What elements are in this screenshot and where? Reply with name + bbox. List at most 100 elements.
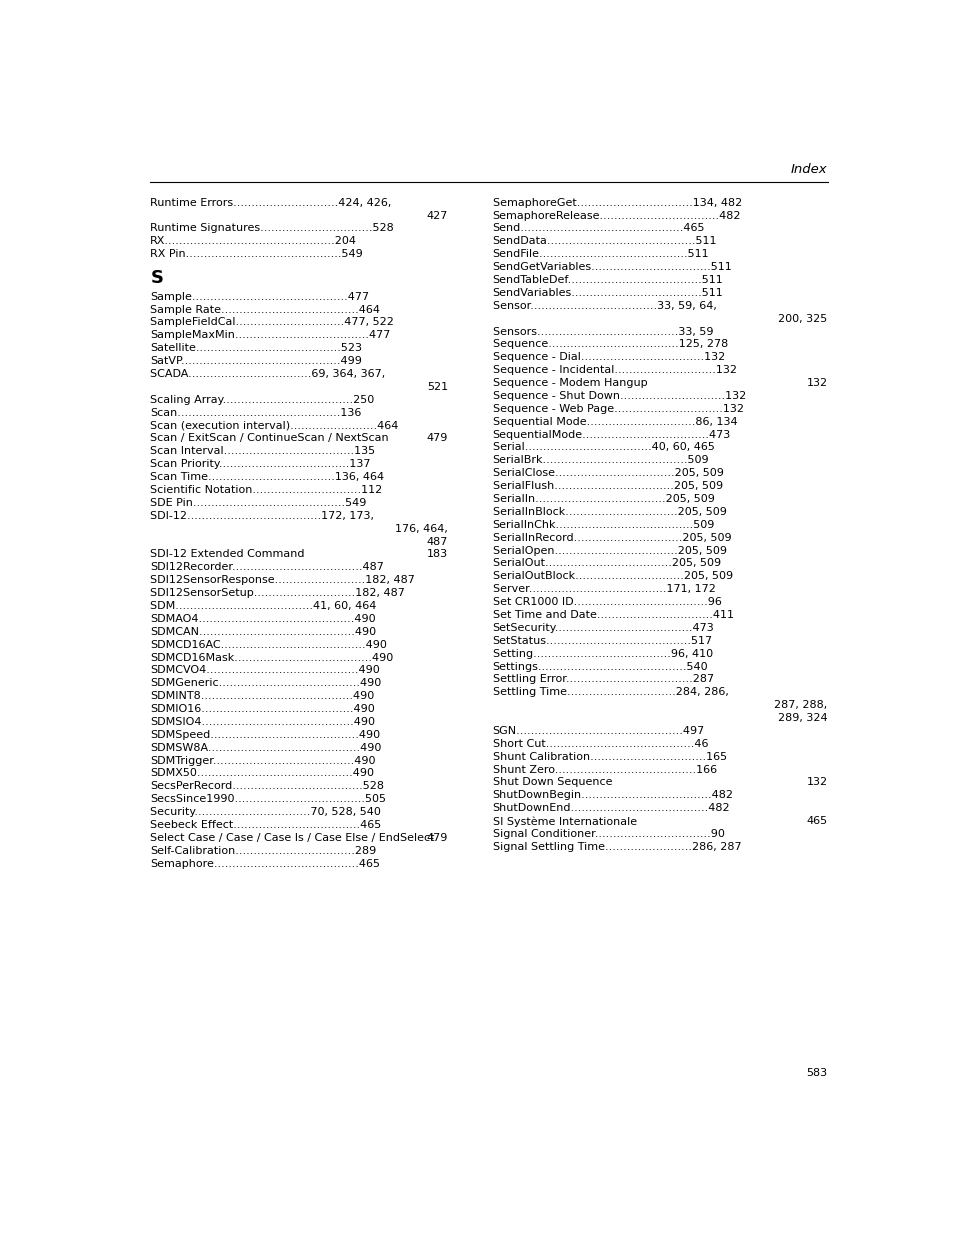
Text: SecsPerRecord....................................528: SecsPerRecord...........................… [151,782,384,792]
Text: Scan Interval....................................135: Scan Interval...........................… [151,446,375,457]
Text: SerialInRecord..............................205, 509: SerialInRecord..........................… [492,532,731,542]
Text: SampleFieldCal..............................477, 522: SampleFieldCal..........................… [151,317,394,327]
Text: Semaphore........................................465: Semaphore...............................… [151,858,380,868]
Text: Select Case / Case / Case Is / Case Else / EndSelect: Select Case / Case / Case Is / Case Else… [151,832,435,844]
Text: SDMIO16..........................................490: SDMIO16.................................… [151,704,375,714]
Text: SDMCAN...........................................490: SDMCAN..................................… [151,626,376,637]
Text: Scan.............................................136: Scan....................................… [151,408,361,417]
Text: SetStatus........................................517: SetStatus...............................… [492,636,712,646]
Text: SDMINT8..........................................490: SDMINT8.................................… [151,692,375,701]
Text: SDE Pin..........................................549: SDE Pin.................................… [151,498,366,508]
Text: SendGetVariables.................................511: SendGetVariables........................… [492,262,732,272]
Text: SCADA..................................69, 364, 367,: SCADA..................................6… [151,369,385,379]
Text: ShutDownEnd......................................482: ShutDownEnd.............................… [492,803,729,814]
Text: Settling Time..............................284, 286,: Settling Time...........................… [492,688,728,698]
Text: 583: 583 [805,1068,826,1078]
Text: SendFile.........................................511: SendFile................................… [492,249,708,259]
Text: Sensors.......................................33, 59: Sensors.................................… [492,326,713,336]
Text: SampleMaxMin.....................................477: SampleMaxMin............................… [151,331,391,341]
Text: 479: 479 [426,832,448,844]
Text: SDMCVO4..........................................490: SDMCVO4.................................… [151,666,379,676]
Text: Sample...........................................477: Sample..................................… [151,291,369,301]
Text: Serial...................................40, 60, 465: Serial..................................… [492,442,714,452]
Text: SendData.........................................511: SendData................................… [492,236,717,246]
Text: SemaphoreRelease.................................482: SemaphoreRelease........................… [492,210,740,221]
Text: 132: 132 [805,778,826,788]
Text: Runtime Signatures...............................528: Runtime Signatures......................… [151,224,394,233]
Text: SendVariables....................................511: SendVariables...........................… [492,288,722,298]
Text: SDMSpeed.........................................490: SDMSpeed................................… [151,730,380,740]
Text: Set Time and Date................................411: Set Time and Date.......................… [492,610,733,620]
Text: SequentialMode...................................473: SequentialMode..........................… [492,430,730,440]
Text: Settling Error...................................287: Settling Error..........................… [492,674,713,684]
Text: Scan / ExitScan / ContinueScan / NextScan: Scan / ExitScan / ContinueScan / NextSca… [151,433,389,443]
Text: Runtime Errors.............................424, 426,: Runtime Errors..........................… [151,198,392,207]
Text: SDM......................................41, 60, 464: SDM.....................................… [151,601,376,611]
Text: 183: 183 [427,550,448,559]
Text: ShutDownBegin....................................482: ShutDownBegin...........................… [492,790,733,800]
Text: SDMCD16AC........................................490: SDMCD16AC...............................… [151,640,387,650]
Text: SerialInBlock...............................205, 509: SerialInBlock...........................… [492,506,726,517]
Text: 487: 487 [426,536,448,547]
Text: SerialOutBlock..............................205, 509: SerialOutBlock..........................… [492,572,732,582]
Text: Shunt Calibration................................165: Shunt Calibration.......................… [492,752,726,762]
Text: Sequence - Dial..................................132: Sequence - Dial.........................… [492,352,724,362]
Text: S: S [151,268,163,287]
Text: SendTableDef.....................................511: SendTableDef............................… [492,275,722,285]
Text: Sequence - Modem Hangup: Sequence - Modem Hangup [492,378,646,388]
Text: 132: 132 [805,378,826,388]
Text: Sequential Mode..............................86, 134: Sequential Mode.........................… [492,416,737,427]
Text: Sequence....................................125, 278: Sequence................................… [492,340,727,350]
Text: SerialIn....................................205, 509: SerialIn................................… [492,494,714,504]
Text: SerialOut...................................205, 509: SerialOut...............................… [492,558,720,568]
Text: SatVP............................................499: SatVP...................................… [151,356,362,366]
Text: SerialBrk........................................509: SerialBrk...............................… [492,456,708,466]
Text: SDMAO4...........................................490: SDMAO4..................................… [151,614,375,624]
Text: SetSecurity......................................473: SetSecurity.............................… [492,622,714,632]
Text: SerialInChk......................................509: SerialInChk.............................… [492,520,714,530]
Text: Short Cut.........................................46: Short Cut...............................… [492,739,707,748]
Text: Settings.........................................540: Settings................................… [492,662,707,672]
Text: 521: 521 [427,382,448,391]
Text: 287, 288,: 287, 288, [774,700,826,710]
Text: Seebeck Effect...................................465: Seebeck Effect..........................… [151,820,381,830]
Text: SDMTrigger.......................................490: SDMTrigger..............................… [151,756,375,766]
Text: 465: 465 [805,816,826,826]
Text: Setting......................................96, 410: Setting.................................… [492,648,712,658]
Text: Scan Time...................................136, 464: Scan Time...............................… [151,472,384,482]
Text: SDMGeneric.......................................490: SDMGeneric..............................… [151,678,381,688]
Text: SDMSW8A..........................................490: SDMSW8A.................................… [151,742,381,752]
Text: SecsSince1990....................................505: SecsSince1990...........................… [151,794,386,804]
Text: SDMX50...........................................490: SDMX50..................................… [151,768,374,778]
Text: Signal Settling Time........................286, 287: Signal Settling Time....................… [492,842,740,852]
Text: SDI12SensorSetup............................182, 487: SDI12SensorSetup........................… [151,588,405,598]
Text: SemaphoreGet................................134, 482: SemaphoreGet............................… [492,198,741,207]
Text: SDMCD16Mask......................................490: SDMCD16Mask.............................… [151,652,394,662]
Text: RX...............................................204: RX......................................… [151,236,357,246]
Text: Self-Calibration.................................289: Self-Calibration........................… [151,846,376,856]
Text: SerialFlush.................................205, 509: SerialFlush.............................… [492,482,722,492]
Text: SDI-12 Extended Command: SDI-12 Extended Command [151,550,304,559]
Text: Security................................70, 528, 540: Security................................… [151,808,381,818]
Text: 176, 464,: 176, 464, [395,524,448,534]
Text: SDI12Recorder....................................487: SDI12Recorder...........................… [151,562,384,572]
Text: Scan (execution interval)........................464: Scan (execution interval)...............… [151,421,398,431]
Text: Set CR1000 ID.....................................96: Set CR1000 ID...........................… [492,597,720,608]
Text: Send.............................................465: Send....................................… [492,224,704,233]
Text: Sequence - Shut Down.............................132: Sequence - Shut Down....................… [492,391,745,401]
Text: Scaling Array....................................250: Scaling Array...........................… [151,395,375,405]
Text: SerialOpen..................................205, 509: SerialOpen..............................… [492,546,726,556]
Text: Sequence - Web Page..............................132: Sequence - Web Page.....................… [492,404,742,414]
Text: SDMSIO4..........................................490: SDMSIO4.................................… [151,718,375,727]
Text: SI Système Internationale: SI Système Internationale [492,816,636,826]
Text: SGN..............................................497: SGN.....................................… [492,726,704,736]
Text: SerialClose.................................205, 509: SerialClose.............................… [492,468,722,478]
Text: SDI12SensorResponse.........................182, 487: SDI12SensorResponse.....................… [151,576,415,585]
Text: 479: 479 [426,433,448,443]
Text: 289, 324: 289, 324 [777,713,826,722]
Text: Index: Index [790,163,826,177]
Text: 200, 325: 200, 325 [778,314,826,324]
Text: Server......................................171, 172: Server..................................… [492,584,715,594]
Text: Shunt Zero.......................................166: Shunt Zero..............................… [492,764,716,774]
Text: RX Pin...........................................549: RX Pin..................................… [151,249,363,259]
